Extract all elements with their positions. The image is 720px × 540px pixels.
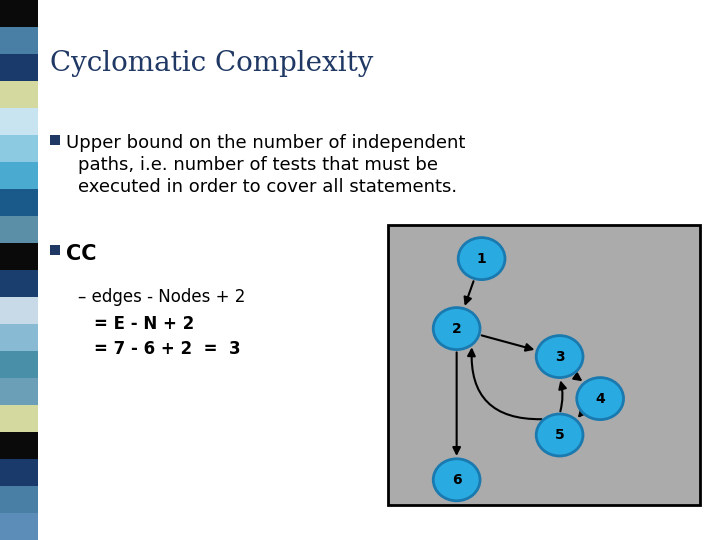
Text: – edges - Nodes + 2: – edges - Nodes + 2 [78,288,246,306]
Bar [0,135,38,162]
Text: paths, i.e. number of tests that must be: paths, i.e. number of tests that must be [78,156,438,174]
Bar [388,225,700,505]
Bar [50,245,60,255]
Bar [0,81,38,108]
Text: executed in order to cover all statements.: executed in order to cover all statement… [78,178,457,196]
Bar [0,54,38,81]
Text: CC: CC [66,244,96,264]
Circle shape [536,414,583,456]
Text: 3: 3 [555,349,564,363]
Circle shape [458,238,505,280]
Bar [0,297,38,324]
Text: 5: 5 [554,428,564,442]
Bar [0,513,38,540]
Bar [0,270,38,297]
Bar [0,108,38,135]
Text: = E - N + 2: = E - N + 2 [94,315,194,333]
Bar [0,486,38,513]
Bar [0,162,38,189]
Bar [0,216,38,243]
Circle shape [433,459,480,501]
Text: 2: 2 [451,322,462,335]
Bar [0,189,38,216]
Text: 4: 4 [595,392,605,406]
Text: Cyclomatic Complexity: Cyclomatic Complexity [50,50,374,77]
Bar [0,27,38,54]
Bar [0,405,38,432]
Text: 1: 1 [477,252,487,266]
Bar [0,351,38,378]
Bar [0,432,38,459]
Bar [50,135,60,145]
Text: = 7 - 6 + 2  =  3: = 7 - 6 + 2 = 3 [94,340,240,358]
Bar [0,378,38,405]
Circle shape [433,308,480,349]
Bar [0,459,38,486]
Text: 6: 6 [452,473,462,487]
Bar [0,243,38,270]
Text: Upper bound on the number of independent: Upper bound on the number of independent [66,134,465,152]
Circle shape [536,335,583,377]
Circle shape [577,377,624,420]
Bar [0,324,38,351]
Bar [0,0,38,27]
